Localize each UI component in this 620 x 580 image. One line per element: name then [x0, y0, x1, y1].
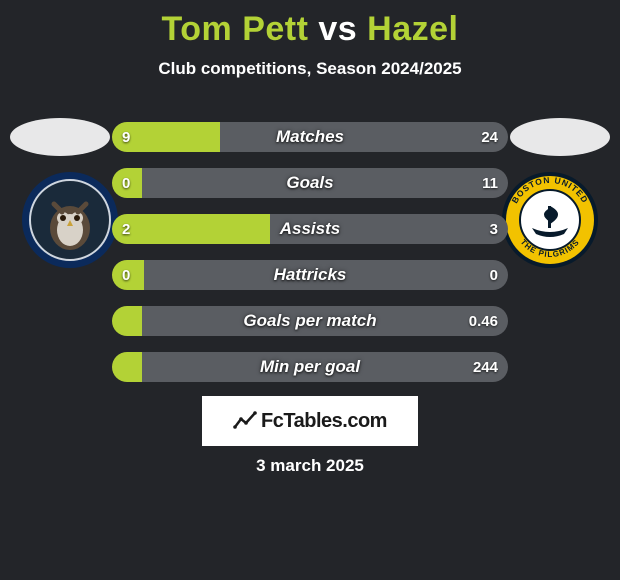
- stat-row: Hattricks0 0: [112, 260, 508, 290]
- player1-club-badge: [20, 170, 120, 270]
- vs-text: vs: [318, 10, 357, 48]
- player2-avatar-placeholder: [510, 118, 610, 156]
- stat-row: Matches9 24: [112, 122, 508, 152]
- player1-avatar-placeholder: [10, 118, 110, 156]
- stat-row: Goals per match0.46: [112, 306, 508, 336]
- stat-label: Matches: [112, 122, 508, 152]
- source-logo-text: FcTables.com: [261, 410, 387, 433]
- stat-value-right: 24: [481, 122, 498, 152]
- stat-label: Assists: [112, 214, 508, 244]
- stat-label: Hattricks: [112, 260, 508, 290]
- stat-label: Min per goal: [112, 352, 508, 382]
- stat-value-right: 244: [473, 352, 498, 382]
- stat-value-left: 0: [122, 168, 130, 198]
- stat-bars: Matches924Goals011Assists23Hattricks00Go…: [112, 122, 508, 398]
- player2-club-badge: BOSTON UNITED THE PILGRIMS: [500, 170, 600, 270]
- stat-value-right: 11: [482, 168, 498, 198]
- stat-value-left: 0: [122, 260, 130, 290]
- stat-value-left: 9: [122, 122, 130, 152]
- club-badge-right-icon: BOSTON UNITED THE PILGRIMS: [500, 170, 600, 270]
- chart-icon: [233, 409, 257, 433]
- stat-value-left: 2: [122, 214, 130, 244]
- stat-row: Assists2 3: [112, 214, 508, 244]
- subtitle: Club competitions, Season 2024/2025: [0, 59, 620, 79]
- player1-name: Tom Pett: [162, 10, 309, 48]
- stat-value-right: 3: [490, 214, 498, 244]
- club-badge-left-icon: [20, 170, 120, 270]
- stat-label: Goals per match: [112, 306, 508, 336]
- source-logo: FcTables.com: [202, 396, 418, 446]
- stat-row: Goals0 11: [112, 168, 508, 198]
- stat-value-right: 0: [490, 260, 498, 290]
- stat-label: Goals: [112, 168, 508, 198]
- player2-name: Hazel: [367, 10, 458, 48]
- stat-row: Min per goal244: [112, 352, 508, 382]
- date-text: 3 march 2025: [0, 456, 620, 476]
- stat-value-right: 0.46: [469, 306, 498, 336]
- title: Tom Pett vs Hazel: [0, 0, 620, 49]
- comparison-card: Tom Pett vs Hazel Club competitions, Sea…: [0, 0, 620, 580]
